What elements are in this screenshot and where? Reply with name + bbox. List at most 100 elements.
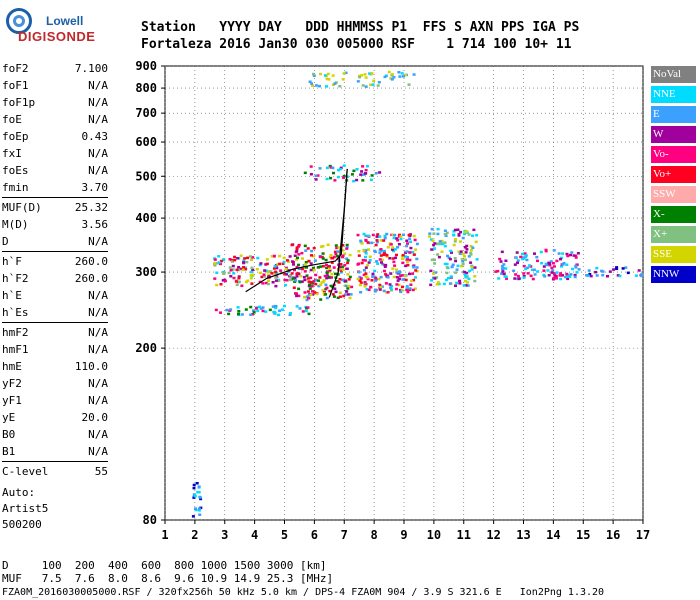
echo-pixel: [324, 258, 328, 262]
echo-pixel: [404, 255, 407, 258]
echo-pixel: [256, 256, 260, 260]
param-value: 3.70: [81, 181, 109, 194]
x-tick-label: 9: [400, 528, 407, 542]
echo-pixel: [331, 74, 335, 77]
echo-pixel: [300, 251, 304, 255]
echo-pixel: [408, 258, 412, 262]
echo-pixel: [264, 281, 268, 285]
echo-pixel: [357, 262, 361, 265]
echo-pixel: [246, 279, 250, 282]
echo-pixel: [398, 270, 402, 273]
echo-pixel: [384, 263, 388, 267]
echo-pixel: [333, 287, 337, 290]
echo-pixel: [446, 254, 449, 258]
echo-pixel: [367, 261, 371, 264]
echo-pixel: [309, 281, 313, 284]
echo-pixel: [312, 279, 316, 283]
legend-item: X+: [651, 226, 696, 243]
echo-pixel: [329, 254, 333, 257]
echo-pixel: [309, 293, 313, 296]
echo-pixel: [318, 84, 321, 88]
echo-pixel: [502, 263, 506, 266]
echo-pixel: [293, 280, 297, 283]
echo-pixel: [292, 263, 295, 266]
echo-pixel: [337, 281, 341, 284]
echo-pixel: [289, 312, 292, 315]
echo-pixel: [360, 170, 364, 173]
echo-pixel: [337, 168, 340, 172]
echo-pixel: [325, 266, 329, 270]
echo-pixel: [225, 308, 229, 312]
echo-pixel: [574, 256, 578, 259]
param-value: N/A: [88, 428, 108, 441]
echo-pixel: [281, 262, 285, 265]
echo-pixel: [504, 267, 508, 270]
echo-pixel: [552, 249, 556, 252]
echo-pixel: [465, 271, 469, 275]
param-label: yF1: [2, 394, 22, 407]
echo-pixel: [231, 260, 234, 263]
echo-pixel: [294, 279, 298, 282]
logo-text-lowell: Lowell: [46, 14, 84, 28]
echo-pixel: [553, 274, 557, 277]
echo-pixel: [323, 74, 327, 77]
echo-pixel: [374, 276, 378, 280]
echo-pixel: [258, 271, 262, 275]
echo-pixel: [318, 167, 322, 170]
echo-pixel: [525, 266, 529, 270]
echo-pixel: [312, 268, 316, 272]
echo-pixel: [367, 234, 371, 238]
echo-pixel: [341, 78, 345, 81]
echo-pixel: [383, 75, 387, 79]
echo-pixel: [574, 254, 578, 257]
echo-pixel: [514, 273, 518, 276]
echo-pixel: [512, 269, 516, 272]
echo-pixel: [261, 306, 265, 309]
echo-pixel: [363, 285, 367, 288]
legend-item: E: [651, 106, 696, 123]
param-label: h`Es: [2, 306, 29, 319]
echo-pixel: [325, 263, 328, 267]
echo-pixel: [345, 257, 349, 260]
echo-pixel: [336, 250, 340, 253]
legend-item: SSE: [651, 246, 696, 263]
echo-pixel: [250, 266, 254, 270]
echo-pixel: [237, 268, 241, 272]
echo-pixel: [516, 261, 519, 265]
echo-pixel: [523, 252, 527, 255]
echo-pixel: [390, 73, 394, 76]
echo-pixel: [370, 174, 374, 177]
echo-pixel: [296, 256, 299, 260]
echo-pixel: [325, 274, 329, 277]
echo-pixel: [311, 290, 314, 293]
echo-pixel: [375, 235, 379, 238]
echo-pixel: [363, 259, 367, 262]
echo-pixel: [342, 176, 345, 179]
echo-pixel: [392, 76, 396, 79]
echo-pixel: [284, 283, 287, 287]
echo-pixel: [454, 284, 457, 287]
echo-pixel: [324, 283, 328, 286]
echo-pixel: [473, 266, 477, 269]
echo-pixel: [453, 257, 457, 260]
param-label: D: [2, 235, 9, 248]
echo-pixel: [371, 275, 375, 278]
echo-pixel: [244, 267, 248, 271]
echo-pixel: [243, 257, 247, 260]
echo-pixel: [364, 239, 368, 242]
echo-pixel: [250, 270, 253, 274]
echo-pixel: [249, 274, 253, 277]
echo-pixel: [640, 273, 644, 276]
echo-pixel: [232, 276, 236, 280]
echo-pixel: [456, 264, 460, 268]
echo-pixel: [341, 249, 345, 252]
echo-pixel: [454, 271, 458, 274]
echo-pixel: [214, 308, 218, 312]
echo-pixel: [283, 304, 286, 308]
echo-pixel: [455, 281, 459, 285]
echo-pixel: [297, 253, 301, 256]
echo-pixel: [367, 248, 370, 251]
echo-pixel: [307, 296, 310, 300]
echo-pixel: [215, 283, 219, 287]
echo-pixel: [621, 267, 625, 270]
